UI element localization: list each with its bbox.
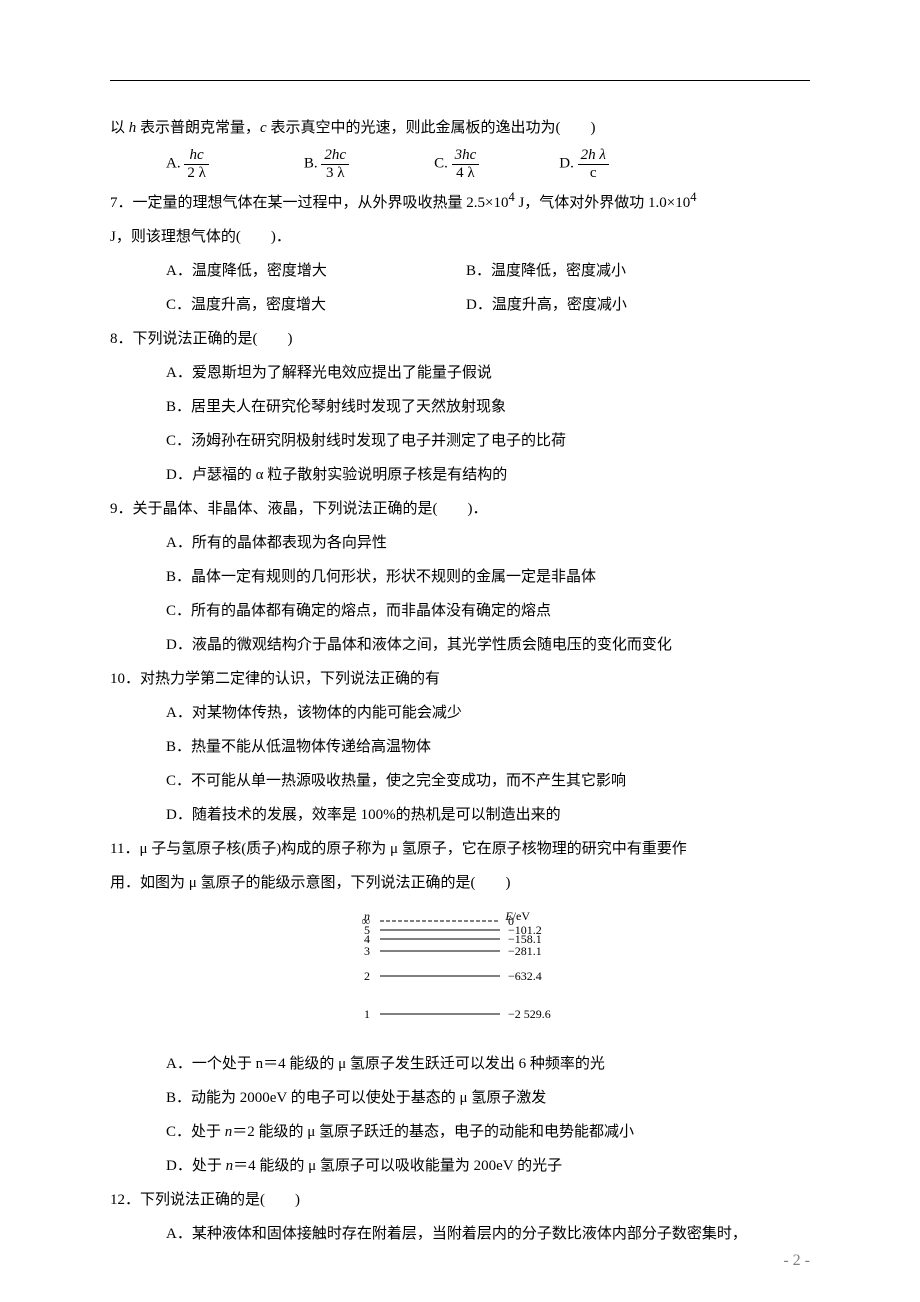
q7-row-ab: A．温度降低，密度增大B．温度降低，密度减小 bbox=[110, 254, 810, 288]
svg-text:2: 2 bbox=[364, 969, 370, 983]
q6-stem: 以 h 表示普朗克常量，c 表示真空中的光速，则此金属板的逸出功为( ) bbox=[110, 111, 810, 145]
svg-text:−281.1: −281.1 bbox=[508, 944, 542, 958]
q11-stem-a: 11．μ 子与氢原子核(质子)构成的原子称为 μ 氢原子，它在原子核物理的研究中… bbox=[110, 832, 810, 866]
q10-b: B．热量不能从低温物体传递给高温物体 bbox=[110, 730, 810, 764]
q10-d: D．随着技术的发展，效率是 100%的热机是可以制造出来的 bbox=[110, 798, 810, 832]
page-footer: - 2 - bbox=[783, 1252, 810, 1270]
energy-level-diagram: nE/eV∞05−101.24−158.13−281.12−632.41−2 5… bbox=[110, 906, 810, 1037]
q7-stem-a: 7．一定量的理想气体在某一过程中，从外界吸收热量 2.5×104 J，气体对外界… bbox=[110, 183, 810, 220]
q8-b: B．居里夫人在研究伦琴射线时发现了天然放射现象 bbox=[110, 390, 810, 424]
q11-stem-b: 用．如图为 μ 氢原子的能级示意图，下列说法正确的是( ) bbox=[110, 866, 810, 900]
q11-b: B．动能为 2000eV 的电子可以使处于基态的 μ 氢原子激发 bbox=[110, 1081, 810, 1115]
q6-options: A. hc2 λ B. 2hc3 λ C. 3hc4 λ D. 2h λc bbox=[110, 145, 810, 183]
q7-stem-b: J，则该理想气体的( )． bbox=[110, 220, 810, 254]
q10-a: A．对某物体传热，该物体的内能可能会减少 bbox=[110, 696, 810, 730]
q8-c: C．汤姆孙在研究阴极射线时发现了电子并测定了电子的比荷 bbox=[110, 424, 810, 458]
q8-stem: 8．下列说法正确的是( ) bbox=[110, 322, 810, 356]
svg-text:−2 529.6: −2 529.6 bbox=[508, 1007, 551, 1021]
q7-a: A．温度降低，密度增大 bbox=[166, 256, 466, 286]
q8-d: D．卢瑟福的 α 粒子散射实验说明原子核是有结构的 bbox=[110, 458, 810, 492]
q11-a: A．一个处于 n＝4 能级的 μ 氢原子发生跃迁可以发出 6 种频率的光 bbox=[110, 1047, 810, 1081]
q10-stem: 10．对热力学第二定律的认识，下列说法正确的有 bbox=[110, 662, 810, 696]
q8-a: A．爱恩斯坦为了解释光电效应提出了能量子假说 bbox=[110, 356, 810, 390]
q12-a: A．某种液体和固体接触时存在附着层，当附着层内的分子数比液体内部分子数密集时， bbox=[110, 1217, 810, 1251]
svg-text:1: 1 bbox=[364, 1007, 370, 1021]
q9-stem: 9．关于晶体、非晶体、液晶，下列说法正确的是( )． bbox=[110, 492, 810, 526]
page: 以 h 表示普朗克常量，c 表示真空中的光速，则此金属板的逸出功为( )A. h… bbox=[0, 0, 920, 1302]
svg-text:3: 3 bbox=[364, 944, 370, 958]
diagram-svg: nE/eV∞05−101.24−158.13−281.12−632.41−2 5… bbox=[330, 906, 590, 1026]
q12-stem: 12．下列说法正确的是( ) bbox=[110, 1183, 810, 1217]
body: 以 h 表示普朗克常量，c 表示真空中的光速，则此金属板的逸出功为( )A. h… bbox=[110, 111, 810, 1251]
q9-a: A．所有的晶体都表现为各向异性 bbox=[110, 526, 810, 560]
q7-b: B．温度降低，密度减小 bbox=[466, 256, 810, 286]
q9-b: B．晶体一定有规则的几何形状，形状不规则的金属一定是非晶体 bbox=[110, 560, 810, 594]
svg-text:−632.4: −632.4 bbox=[508, 969, 542, 983]
q10-c: C．不可能从单一热源吸收热量，使之完全变成功，而不产生其它影响 bbox=[110, 764, 810, 798]
q9-d: D．液晶的微观结构介于晶体和液体之间，其光学性质会随电压的变化而变化 bbox=[110, 628, 810, 662]
q6-option-b: B. 2hc3 λ bbox=[304, 147, 349, 181]
q6-option-d: D. 2h λc bbox=[559, 147, 609, 181]
q6-option-a: A. hc2 λ bbox=[166, 147, 209, 181]
q11-d: D．处于 n＝4 能级的 μ 氢原子可以吸收能量为 200eV 的光子 bbox=[110, 1149, 810, 1183]
q9-c: C．所有的晶体都有确定的熔点，而非晶体没有确定的熔点 bbox=[110, 594, 810, 628]
top-rule bbox=[110, 80, 810, 81]
q11-c: C．处于 n＝2 能级的 μ 氢原子跃迁的基态，电子的动能和电势能都减小 bbox=[110, 1115, 810, 1149]
q7-c: C．温度升高，密度增大 bbox=[166, 290, 466, 320]
q6-option-c: C. 3hc4 λ bbox=[434, 147, 479, 181]
q7-d: D．温度升高，密度减小 bbox=[466, 290, 810, 320]
q7-row-cd: C．温度升高，密度增大D．温度升高，密度减小 bbox=[110, 288, 810, 322]
